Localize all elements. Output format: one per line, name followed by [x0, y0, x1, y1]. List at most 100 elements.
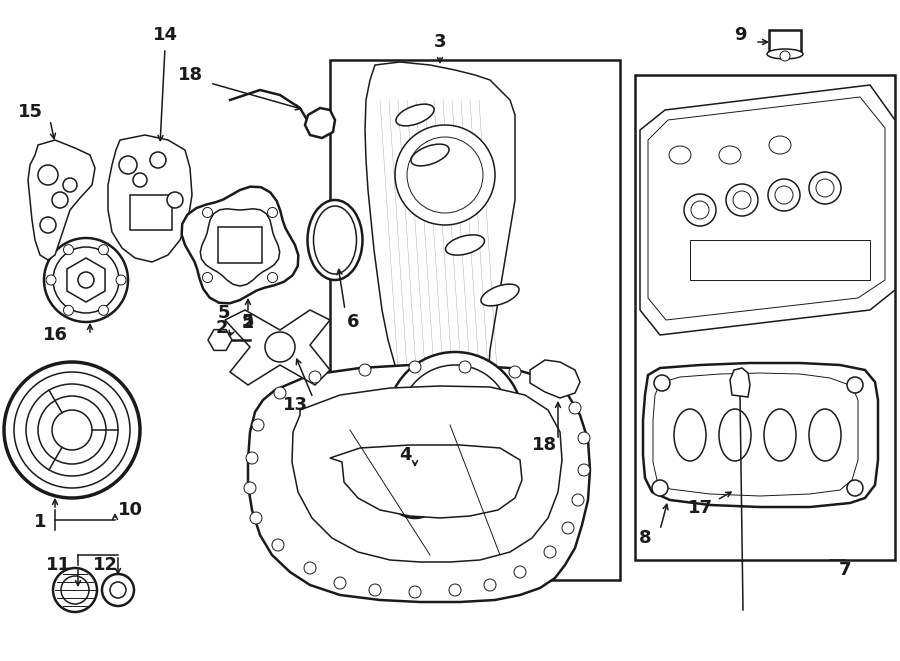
- Ellipse shape: [313, 206, 356, 274]
- Text: 1: 1: [34, 513, 46, 531]
- Circle shape: [202, 208, 212, 217]
- Circle shape: [53, 568, 97, 612]
- Circle shape: [98, 245, 109, 254]
- Circle shape: [304, 562, 316, 574]
- Ellipse shape: [308, 200, 363, 280]
- Circle shape: [409, 361, 421, 373]
- Text: 8: 8: [639, 529, 652, 547]
- Circle shape: [407, 137, 483, 213]
- Circle shape: [780, 51, 790, 61]
- Polygon shape: [730, 368, 750, 397]
- Circle shape: [274, 387, 286, 399]
- Text: 7: 7: [839, 561, 851, 579]
- Ellipse shape: [719, 146, 741, 164]
- Polygon shape: [208, 330, 232, 350]
- Circle shape: [544, 546, 556, 558]
- Circle shape: [562, 522, 574, 534]
- Circle shape: [484, 579, 496, 591]
- Circle shape: [44, 238, 128, 322]
- Circle shape: [449, 584, 461, 596]
- Circle shape: [775, 186, 793, 204]
- Circle shape: [64, 245, 74, 254]
- Polygon shape: [530, 360, 580, 398]
- Circle shape: [369, 584, 381, 596]
- Circle shape: [250, 512, 262, 524]
- Circle shape: [38, 165, 58, 185]
- Ellipse shape: [411, 144, 449, 166]
- Ellipse shape: [440, 530, 480, 550]
- Circle shape: [847, 480, 863, 496]
- Polygon shape: [28, 140, 95, 260]
- Circle shape: [395, 125, 495, 225]
- Text: 17: 17: [688, 499, 713, 517]
- Circle shape: [396, 471, 434, 509]
- Circle shape: [202, 272, 212, 282]
- Text: 9: 9: [734, 26, 746, 44]
- Circle shape: [387, 462, 443, 518]
- Ellipse shape: [719, 409, 751, 461]
- Polygon shape: [182, 186, 298, 303]
- Polygon shape: [640, 85, 895, 335]
- Circle shape: [654, 375, 670, 391]
- Ellipse shape: [769, 136, 791, 154]
- Circle shape: [334, 577, 346, 589]
- Circle shape: [61, 576, 89, 604]
- Circle shape: [252, 419, 264, 431]
- Circle shape: [64, 305, 74, 315]
- Circle shape: [387, 352, 523, 488]
- Text: 15: 15: [17, 103, 42, 121]
- Circle shape: [847, 377, 863, 393]
- Circle shape: [46, 275, 56, 285]
- Circle shape: [684, 194, 716, 226]
- Circle shape: [267, 272, 277, 282]
- Circle shape: [409, 586, 421, 598]
- Circle shape: [78, 272, 94, 288]
- Bar: [330, 60, 620, 580]
- Text: 6: 6: [346, 313, 359, 331]
- Circle shape: [52, 410, 92, 450]
- Circle shape: [572, 494, 584, 506]
- Text: 5: 5: [242, 313, 254, 331]
- Circle shape: [569, 402, 581, 414]
- Circle shape: [150, 152, 166, 168]
- Bar: [130, 195, 172, 230]
- Circle shape: [578, 464, 590, 476]
- Polygon shape: [653, 373, 858, 496]
- Text: 14: 14: [152, 26, 177, 44]
- Text: 18: 18: [533, 436, 558, 454]
- Circle shape: [359, 364, 371, 376]
- Circle shape: [544, 379, 556, 391]
- Circle shape: [652, 480, 668, 496]
- Circle shape: [40, 217, 56, 233]
- Polygon shape: [67, 258, 105, 302]
- Circle shape: [514, 566, 526, 578]
- Circle shape: [265, 332, 295, 362]
- Bar: [218, 227, 262, 263]
- Polygon shape: [225, 310, 330, 385]
- Polygon shape: [108, 135, 192, 262]
- Circle shape: [98, 305, 109, 315]
- Circle shape: [726, 184, 758, 216]
- Ellipse shape: [674, 409, 706, 461]
- Polygon shape: [305, 108, 335, 138]
- Circle shape: [110, 582, 126, 598]
- Circle shape: [14, 372, 130, 488]
- Text: 3: 3: [434, 33, 446, 51]
- Circle shape: [816, 179, 834, 197]
- Polygon shape: [365, 62, 515, 568]
- Ellipse shape: [764, 409, 796, 461]
- Circle shape: [116, 275, 126, 285]
- Text: 5: 5: [218, 304, 230, 322]
- Circle shape: [459, 361, 471, 373]
- Ellipse shape: [446, 235, 484, 255]
- Bar: [769, 30, 801, 54]
- Circle shape: [435, 400, 475, 440]
- Polygon shape: [248, 365, 590, 602]
- Circle shape: [809, 172, 841, 204]
- Circle shape: [4, 362, 140, 498]
- Circle shape: [400, 365, 510, 475]
- Circle shape: [272, 539, 284, 551]
- Bar: [690, 240, 870, 280]
- Circle shape: [309, 371, 321, 383]
- Circle shape: [53, 247, 119, 313]
